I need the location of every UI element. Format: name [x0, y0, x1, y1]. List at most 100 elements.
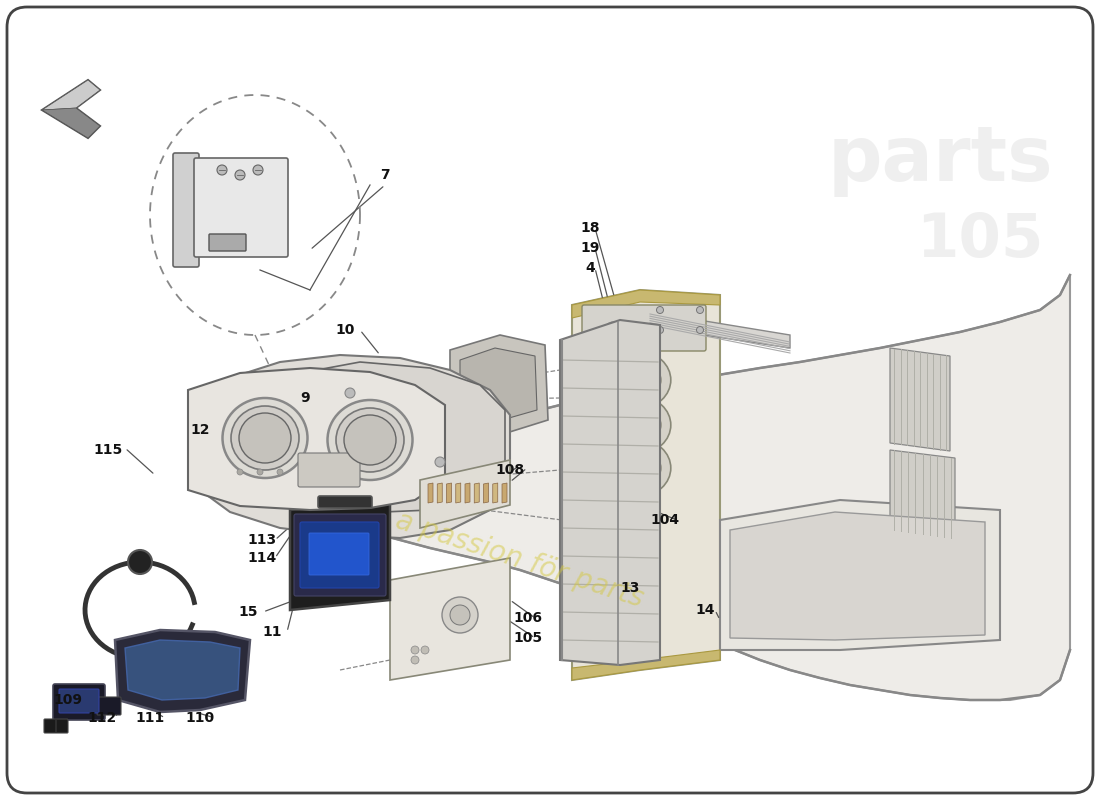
Ellipse shape — [222, 398, 308, 478]
Text: 108: 108 — [495, 463, 525, 477]
Text: 15: 15 — [239, 605, 257, 619]
Polygon shape — [560, 320, 660, 665]
Polygon shape — [438, 483, 442, 503]
Ellipse shape — [609, 352, 671, 408]
Text: 4: 4 — [585, 261, 595, 275]
Circle shape — [657, 306, 663, 314]
Ellipse shape — [619, 360, 661, 400]
Polygon shape — [455, 483, 461, 503]
Circle shape — [482, 397, 518, 433]
FancyBboxPatch shape — [582, 305, 706, 351]
Polygon shape — [572, 290, 720, 318]
Text: 112: 112 — [87, 711, 117, 725]
Ellipse shape — [609, 397, 671, 453]
FancyBboxPatch shape — [53, 684, 104, 720]
Circle shape — [434, 457, 446, 467]
Polygon shape — [420, 460, 510, 528]
Polygon shape — [42, 80, 100, 138]
Ellipse shape — [231, 406, 299, 470]
Ellipse shape — [609, 440, 671, 496]
Circle shape — [696, 326, 704, 334]
Circle shape — [277, 469, 283, 475]
Text: 105: 105 — [514, 631, 542, 645]
Ellipse shape — [336, 408, 404, 472]
Text: 13: 13 — [620, 581, 640, 595]
Polygon shape — [730, 512, 985, 640]
Polygon shape — [200, 355, 510, 538]
Polygon shape — [493, 483, 497, 503]
FancyBboxPatch shape — [44, 719, 68, 733]
Ellipse shape — [619, 448, 661, 488]
Polygon shape — [572, 290, 720, 680]
Polygon shape — [572, 650, 720, 680]
Circle shape — [236, 469, 243, 475]
FancyBboxPatch shape — [97, 697, 121, 715]
Circle shape — [257, 469, 263, 475]
Text: 111: 111 — [135, 711, 165, 725]
Polygon shape — [255, 362, 505, 513]
Ellipse shape — [344, 415, 396, 465]
Polygon shape — [188, 368, 446, 510]
Polygon shape — [428, 483, 433, 503]
Polygon shape — [116, 630, 250, 712]
Circle shape — [657, 326, 663, 334]
Polygon shape — [290, 500, 390, 610]
Polygon shape — [450, 335, 548, 435]
Circle shape — [450, 605, 470, 625]
Text: 18: 18 — [581, 221, 600, 235]
Text: 9: 9 — [300, 391, 310, 405]
FancyBboxPatch shape — [7, 7, 1093, 793]
Circle shape — [490, 405, 510, 425]
FancyBboxPatch shape — [173, 153, 199, 267]
Circle shape — [235, 170, 245, 180]
FancyBboxPatch shape — [209, 234, 246, 251]
Text: 114: 114 — [248, 551, 276, 565]
Text: 14: 14 — [695, 603, 715, 617]
FancyBboxPatch shape — [309, 533, 368, 575]
Polygon shape — [484, 483, 488, 503]
FancyBboxPatch shape — [300, 522, 379, 588]
Text: 7: 7 — [381, 168, 389, 182]
Ellipse shape — [619, 406, 661, 445]
Polygon shape — [720, 500, 1000, 650]
FancyBboxPatch shape — [59, 689, 99, 713]
Text: 105: 105 — [916, 210, 1044, 270]
Circle shape — [128, 550, 152, 574]
Polygon shape — [295, 275, 1070, 700]
Polygon shape — [42, 80, 100, 110]
Text: 113: 113 — [248, 533, 276, 547]
Text: 11: 11 — [262, 625, 282, 639]
Circle shape — [696, 306, 704, 314]
Circle shape — [421, 646, 429, 654]
FancyBboxPatch shape — [318, 496, 372, 508]
Text: a passion för parts: a passion för parts — [393, 506, 648, 614]
Circle shape — [411, 656, 419, 664]
Polygon shape — [502, 483, 507, 503]
Circle shape — [345, 388, 355, 398]
Text: parts: parts — [827, 123, 1053, 197]
Polygon shape — [474, 483, 480, 503]
Text: 109: 109 — [54, 693, 82, 707]
Text: 106: 106 — [514, 611, 542, 625]
Text: 115: 115 — [94, 443, 122, 457]
Text: 104: 104 — [650, 513, 680, 527]
Polygon shape — [447, 483, 451, 503]
Text: 19: 19 — [581, 241, 600, 255]
Ellipse shape — [239, 413, 292, 463]
FancyBboxPatch shape — [194, 158, 288, 257]
FancyBboxPatch shape — [294, 514, 386, 596]
Polygon shape — [125, 640, 240, 700]
Text: 110: 110 — [186, 711, 214, 725]
Circle shape — [217, 165, 227, 175]
Polygon shape — [460, 348, 537, 422]
Circle shape — [605, 322, 621, 338]
Text: 10: 10 — [336, 323, 354, 337]
Circle shape — [253, 165, 263, 175]
Polygon shape — [42, 108, 100, 138]
Polygon shape — [890, 450, 955, 538]
Text: 12: 12 — [190, 423, 210, 437]
Polygon shape — [890, 348, 950, 451]
Circle shape — [442, 597, 478, 633]
Polygon shape — [650, 312, 790, 348]
Circle shape — [411, 646, 419, 654]
